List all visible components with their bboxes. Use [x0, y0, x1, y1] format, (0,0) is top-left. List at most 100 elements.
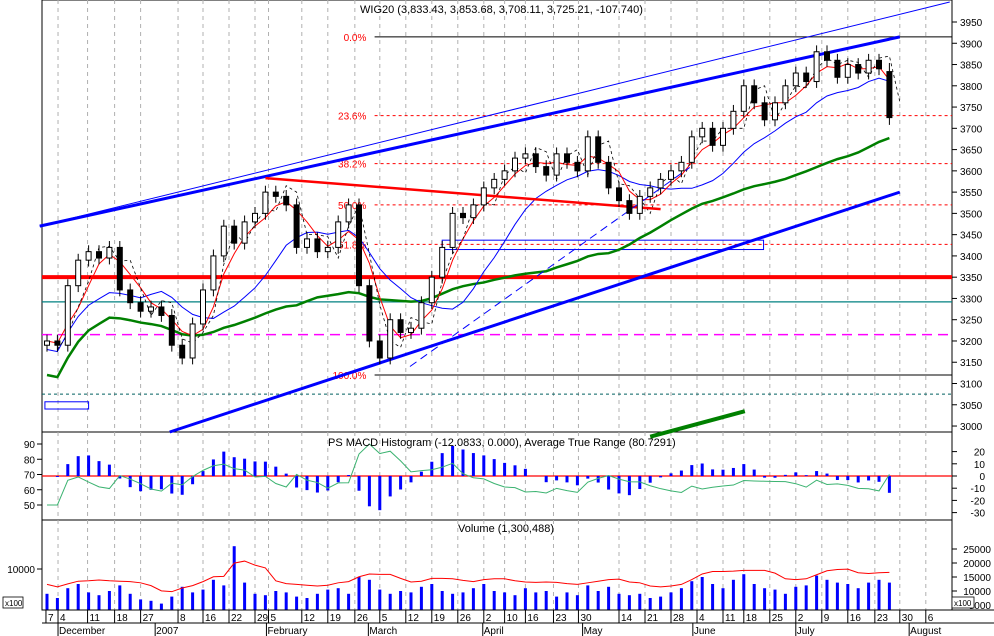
candle-body: [387, 319, 394, 359]
volume-bar: [700, 577, 704, 610]
macd-histogram-bar: [586, 476, 590, 479]
candle-body: [397, 319, 404, 333]
candle-body: [335, 221, 342, 248]
macd-histogram-bar: [492, 459, 496, 476]
volume-bar: [66, 588, 70, 610]
macd-histogram-bar: [87, 455, 91, 476]
date-tick-label: 30: [580, 613, 592, 624]
candle-body: [189, 323, 196, 359]
macd-histogram-bar: [856, 476, 860, 483]
falling-red-trendline: [265, 176, 661, 211]
multiplier-box-left: [2, 596, 24, 609]
macd-tick-label: 20: [974, 448, 986, 459]
date-tick-label: 9: [824, 613, 830, 624]
candle-body: [148, 306, 154, 312]
atr-line: [47, 443, 890, 506]
candle-body: [272, 191, 279, 197]
volume-bar: [648, 598, 652, 610]
macd-histogram-bar: [326, 476, 330, 491]
candle-body: [179, 344, 186, 359]
macd-histogram-bar: [76, 456, 80, 476]
volume-bar: [159, 603, 163, 610]
candle-body: [324, 246, 331, 253]
price-tick-label: 3550: [960, 188, 983, 199]
date-tick-label: 29: [257, 613, 269, 624]
macd-histogram-bar: [815, 471, 819, 476]
candle-body: [449, 212, 456, 248]
candle-body: [543, 166, 550, 176]
candle-body: [751, 85, 758, 104]
volume-bar: [482, 584, 486, 610]
candle-body: [418, 302, 425, 329]
date-tick-label: 18: [746, 613, 758, 624]
volume-bar: [565, 592, 569, 610]
macd-histogram-bar: [752, 469, 756, 476]
price-tick-label: 3600: [960, 167, 983, 178]
candle-body: [116, 246, 123, 291]
price-tick-label: 3200: [960, 337, 983, 348]
axes: 3000305031003150320032503300335034003450…: [7, 18, 994, 636]
macd-histogram-bar: [347, 475, 351, 476]
candle-body: [158, 306, 165, 316]
price-tick-label: 3800: [960, 82, 983, 93]
volume-tick-label: 10000: [963, 587, 991, 598]
macd-histogram-bar: [357, 476, 361, 491]
macd-histogram-bar: [835, 476, 839, 480]
volume-bar: [180, 586, 184, 610]
dashed-oscillator-line: [57, 55, 901, 350]
volume-bar: [305, 598, 309, 610]
price-tick-label: 3950: [960, 18, 983, 29]
candle-body: [740, 85, 747, 112]
candle-body: [616, 187, 622, 202]
chart-title: WIG20 (3,833.43, 3,853.68, 3,708.11, 3,7…: [360, 4, 643, 16]
volume-bar: [711, 584, 715, 610]
date-tick-label: 16: [850, 613, 862, 624]
volume-bar: [794, 586, 798, 610]
macd-histogram-bar: [440, 453, 444, 476]
volume-bar: [773, 589, 777, 610]
candle-body: [460, 212, 466, 219]
date-tick-label: 22: [231, 613, 243, 624]
date-tick-label: 6: [928, 613, 934, 624]
date-tick-label: 25: [772, 613, 784, 624]
volume-bar: [763, 588, 767, 610]
price-tick-label: 3400: [960, 252, 983, 263]
candle-body: [168, 314, 175, 346]
volume-bar: [378, 589, 382, 610]
candle-body: [574, 161, 581, 172]
date-tick-label: 4: [60, 613, 66, 624]
candle-body: [283, 195, 290, 206]
candle-body: [605, 161, 612, 189]
candle-body: [865, 59, 872, 74]
month-label: August: [910, 626, 941, 636]
candle-body: [127, 289, 134, 304]
upper-channel-thin: [39, 1, 950, 227]
volume-bar: [555, 596, 559, 610]
macd-histogram-bar: [575, 476, 579, 486]
macd-histogram-bar: [336, 476, 340, 483]
macd-histogram-bar: [305, 476, 309, 491]
macd-histogram-bar: [503, 462, 507, 476]
macd-histogram-bar: [555, 476, 559, 481]
price-panel: 0.0% 23.6% 38.2% 50.0% 61.8% 100.0%: [39, 1, 952, 439]
macd-histogram-bar: [97, 461, 101, 476]
date-tick-label: 26: [460, 613, 472, 624]
volume-tick-label: 20000: [963, 559, 991, 570]
mid-moving-average-line: [46, 77, 890, 353]
macd-histogram-bar: [430, 461, 434, 476]
volume-bar: [45, 593, 49, 610]
volume-bar: [825, 579, 829, 610]
price-tick-label: 3250: [960, 316, 983, 327]
volume-bar: [721, 588, 725, 610]
candle-body: [595, 136, 602, 163]
month-label: February: [267, 626, 307, 636]
volume-bar: [232, 546, 236, 610]
date-tick-label: 4: [699, 613, 705, 624]
macd-histogram-bar: [388, 476, 392, 497]
candle-body: [834, 59, 841, 78]
volume-bar: [274, 591, 278, 610]
volume-bar: [336, 588, 340, 610]
candle-body: [470, 204, 477, 219]
volume-bar: [128, 593, 132, 610]
date-tick-label: 18: [117, 613, 129, 624]
